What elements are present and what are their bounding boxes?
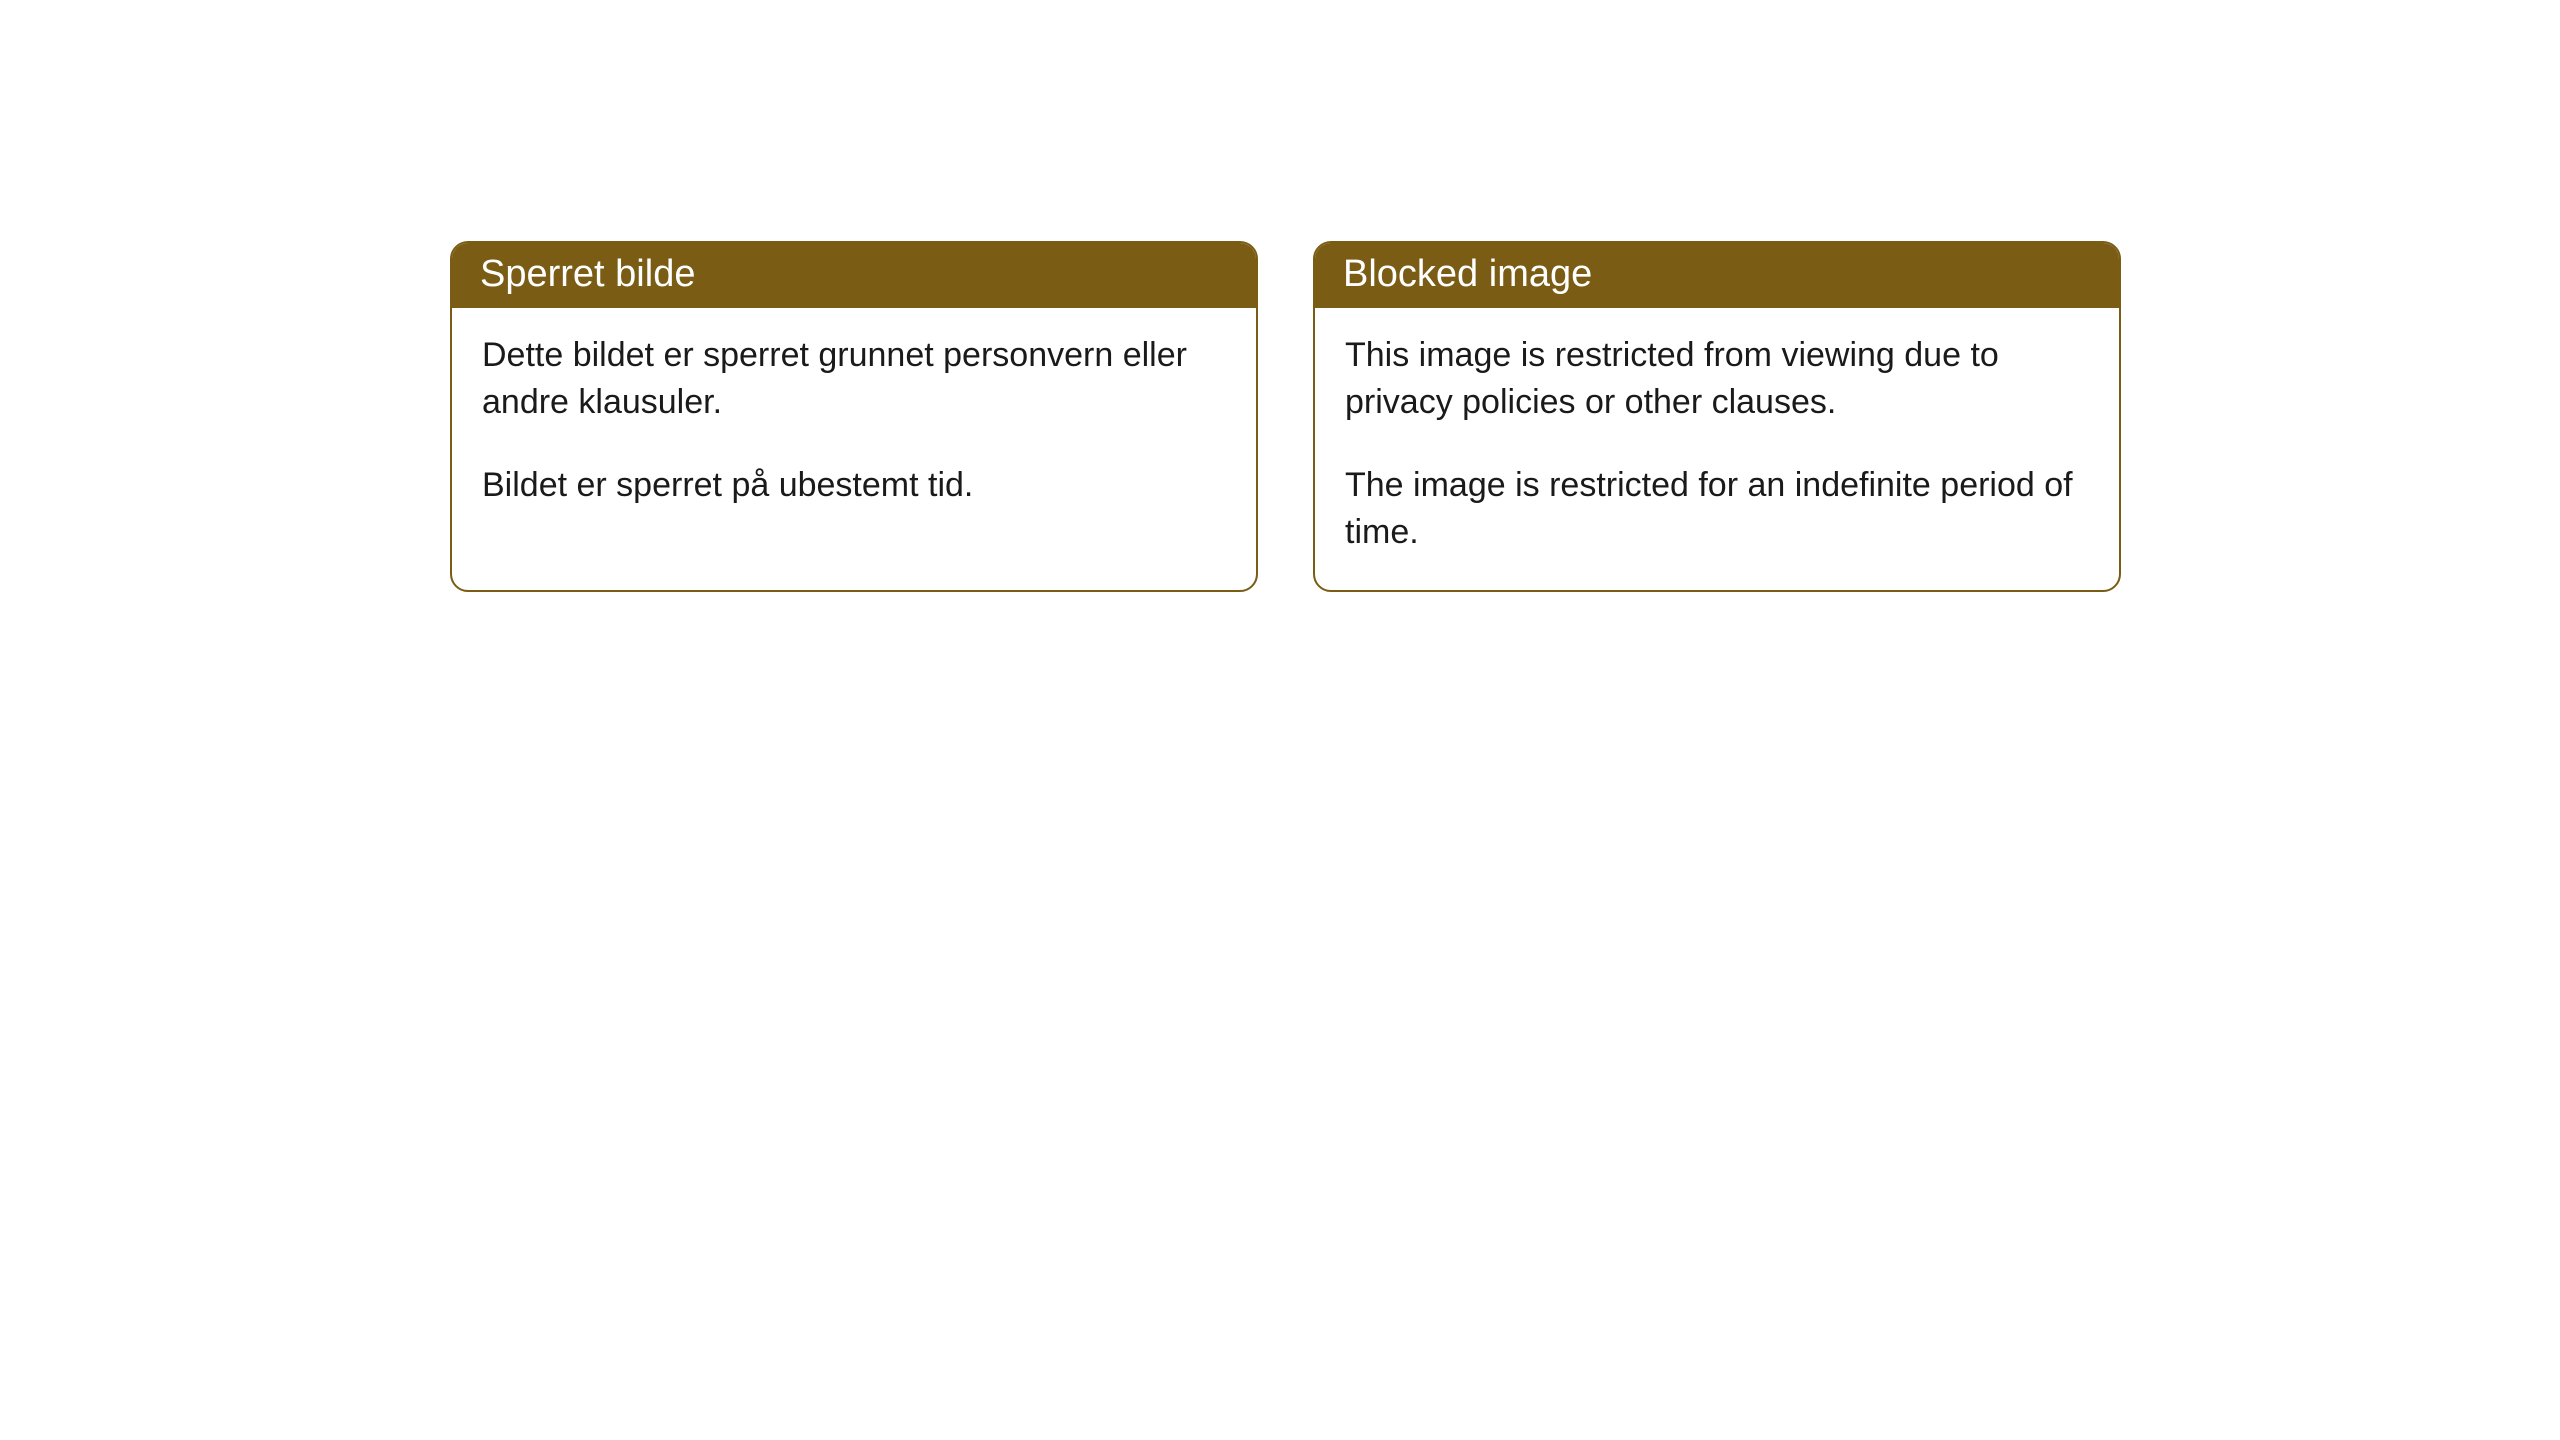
card-paragraph: The image is restricted for an indefinit… [1345, 462, 2089, 556]
notice-card-norwegian: Sperret bilde Dette bildet er sperret gr… [450, 241, 1258, 592]
card-paragraph: This image is restricted from viewing du… [1345, 332, 2089, 426]
card-header: Sperret bilde [452, 243, 1256, 308]
notice-card-english: Blocked image This image is restricted f… [1313, 241, 2121, 592]
card-body: Dette bildet er sperret grunnet personve… [452, 308, 1256, 543]
card-header: Blocked image [1315, 243, 2119, 308]
card-title: Blocked image [1343, 253, 1592, 295]
card-title: Sperret bilde [480, 253, 695, 295]
card-paragraph: Dette bildet er sperret grunnet personve… [482, 332, 1226, 426]
card-body: This image is restricted from viewing du… [1315, 308, 2119, 590]
notice-container: Sperret bilde Dette bildet er sperret gr… [450, 241, 2121, 592]
card-paragraph: Bildet er sperret på ubestemt tid. [482, 462, 1226, 509]
